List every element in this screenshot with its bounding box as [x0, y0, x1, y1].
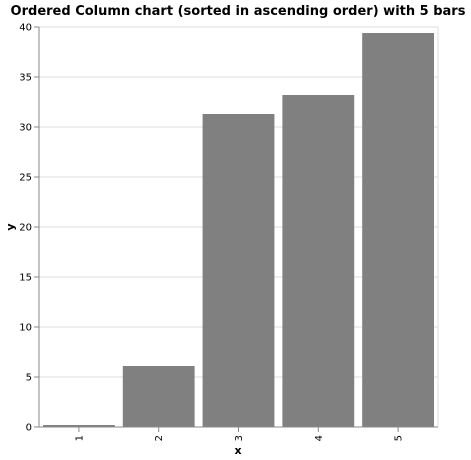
bar-1	[42, 425, 115, 427]
x-tick-label: 2	[154, 435, 165, 441]
x-tick-label: 4	[314, 435, 325, 441]
y-tick-label: 15	[19, 273, 32, 284]
bar-5	[362, 33, 435, 427]
x-tick-label: 3	[234, 435, 245, 441]
y-tick-label: 30	[19, 123, 32, 134]
x-axis-title: x	[234, 444, 241, 457]
y-tick-label: 10	[19, 323, 32, 334]
axes: 0 5 10 15 20 25 30 35 40 1 2 3 4 5	[19, 23, 438, 441]
x-tick-label: 1	[74, 435, 85, 441]
y-tick-label: 5	[26, 373, 32, 384]
bar-4	[282, 95, 355, 427]
bars	[42, 33, 435, 427]
y-tick-label: 20	[19, 223, 32, 234]
y-tick-label: 25	[19, 173, 32, 184]
x-tick-label: 5	[394, 435, 405, 441]
y-axis-title: y	[4, 223, 17, 230]
y-tick-label: 35	[19, 73, 32, 84]
bar-2	[122, 366, 195, 427]
chart-title: Ordered Column chart (sorted in ascendin…	[11, 4, 466, 19]
y-tick-label: 0	[26, 423, 32, 434]
bar-3	[202, 114, 275, 427]
y-tick-label: 40	[19, 23, 32, 34]
